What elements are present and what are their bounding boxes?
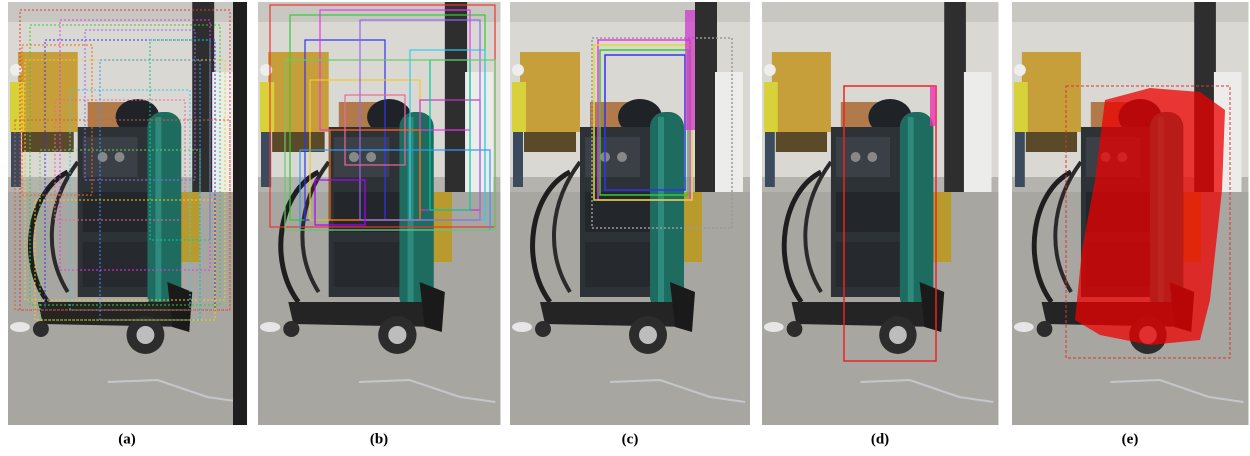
panel-label: (b) xyxy=(370,431,388,447)
panel-e xyxy=(1012,2,1248,425)
panel-a xyxy=(8,2,247,425)
panel-label: (a) xyxy=(118,431,136,447)
panel-label: (e) xyxy=(1122,431,1139,447)
panel-label: (d) xyxy=(871,431,889,447)
panel-c xyxy=(510,2,750,425)
panel-label: (c) xyxy=(622,431,639,447)
figure: (a) (b) (c) (d) (e) xyxy=(0,0,1250,456)
panel-b xyxy=(258,2,500,425)
panel-d xyxy=(762,2,998,425)
